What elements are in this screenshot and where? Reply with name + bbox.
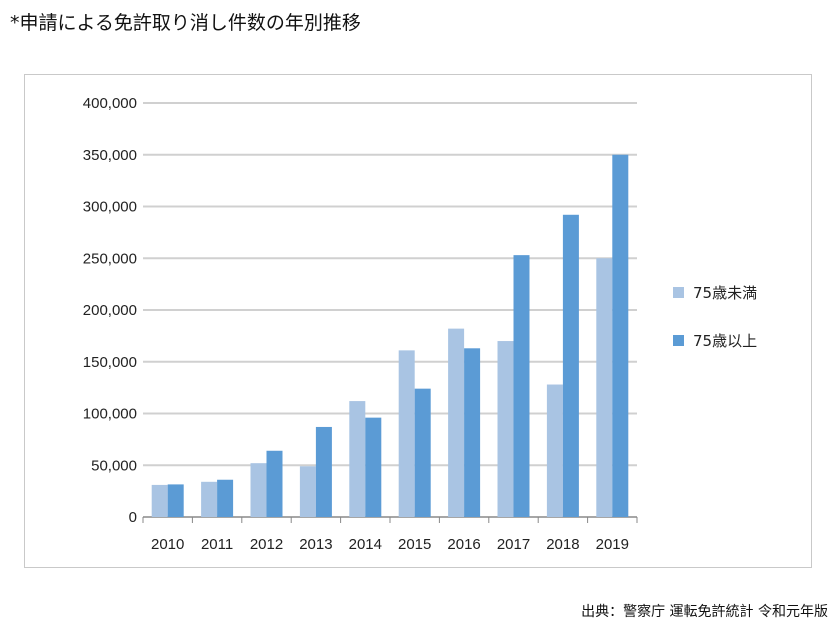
legend-label-0: 75歳未満	[693, 284, 757, 302]
y-tick-label: 100,000	[83, 406, 137, 423]
bar-2014-0	[349, 401, 366, 517]
bar-2011-1	[217, 479, 234, 517]
chart-title: *申請による免許取り消し件数の年別推移	[10, 12, 361, 34]
bar-2018-1	[562, 214, 579, 517]
x-tick-label: 2019	[596, 536, 629, 553]
bar-2010-0	[151, 484, 168, 517]
x-tick-label: 2011	[201, 536, 233, 553]
x-tick-label: 2017	[497, 536, 530, 553]
bar-2019-0	[596, 258, 613, 517]
x-tick-label: 2018	[546, 536, 579, 553]
legend-label-1: 75歳以上	[693, 332, 757, 350]
bar-2017-1	[513, 255, 530, 517]
bar-2013-0	[299, 466, 316, 517]
y-tick-label: 200,000	[83, 302, 137, 319]
bar-2015-1	[414, 388, 431, 517]
x-tick-label: 2010	[151, 536, 184, 553]
bar-2012-0	[250, 463, 267, 517]
y-tick-label: 150,000	[83, 354, 137, 371]
y-tick-label: 350,000	[83, 147, 137, 164]
legend-swatch-0	[673, 287, 684, 298]
bar-2011-0	[201, 481, 218, 517]
y-tick-label: 400,000	[83, 95, 137, 112]
legend-swatch-1	[673, 335, 684, 346]
bar-2012-1	[266, 450, 283, 517]
source-note: 出典：警察庁 運転免許統計 令和元年版	[581, 604, 828, 620]
bar-2018-0	[546, 384, 563, 517]
x-tick-label: 2012	[250, 536, 283, 553]
bar-2017-0	[497, 341, 514, 517]
bar-2016-1	[464, 348, 481, 517]
x-tick-label: 2015	[398, 536, 431, 553]
bar-2015-0	[398, 350, 415, 517]
bar-2014-1	[365, 417, 382, 517]
chart-frame: 0 50,000 100,000 150,000 200,000 250,000 300,0…	[24, 74, 812, 568]
bar-2016-0	[448, 328, 465, 517]
bar-2010-1	[167, 484, 184, 517]
x-tick-label: 2013	[299, 536, 332, 553]
x-tick-label: 2014	[349, 536, 382, 553]
y-tick-label: 250,000	[83, 250, 137, 267]
bar-2019-1	[612, 154, 629, 517]
y-tick-label: 0	[129, 509, 137, 526]
bar-2013-1	[315, 426, 332, 517]
x-tick-label: 2016	[447, 536, 480, 553]
bar-chart: 0 50,000 100,000 150,000 200,000 250,000 300,0…	[83, 95, 757, 553]
y-tick-label: 300,000	[83, 199, 137, 216]
y-tick-label: 50,000	[91, 457, 137, 474]
